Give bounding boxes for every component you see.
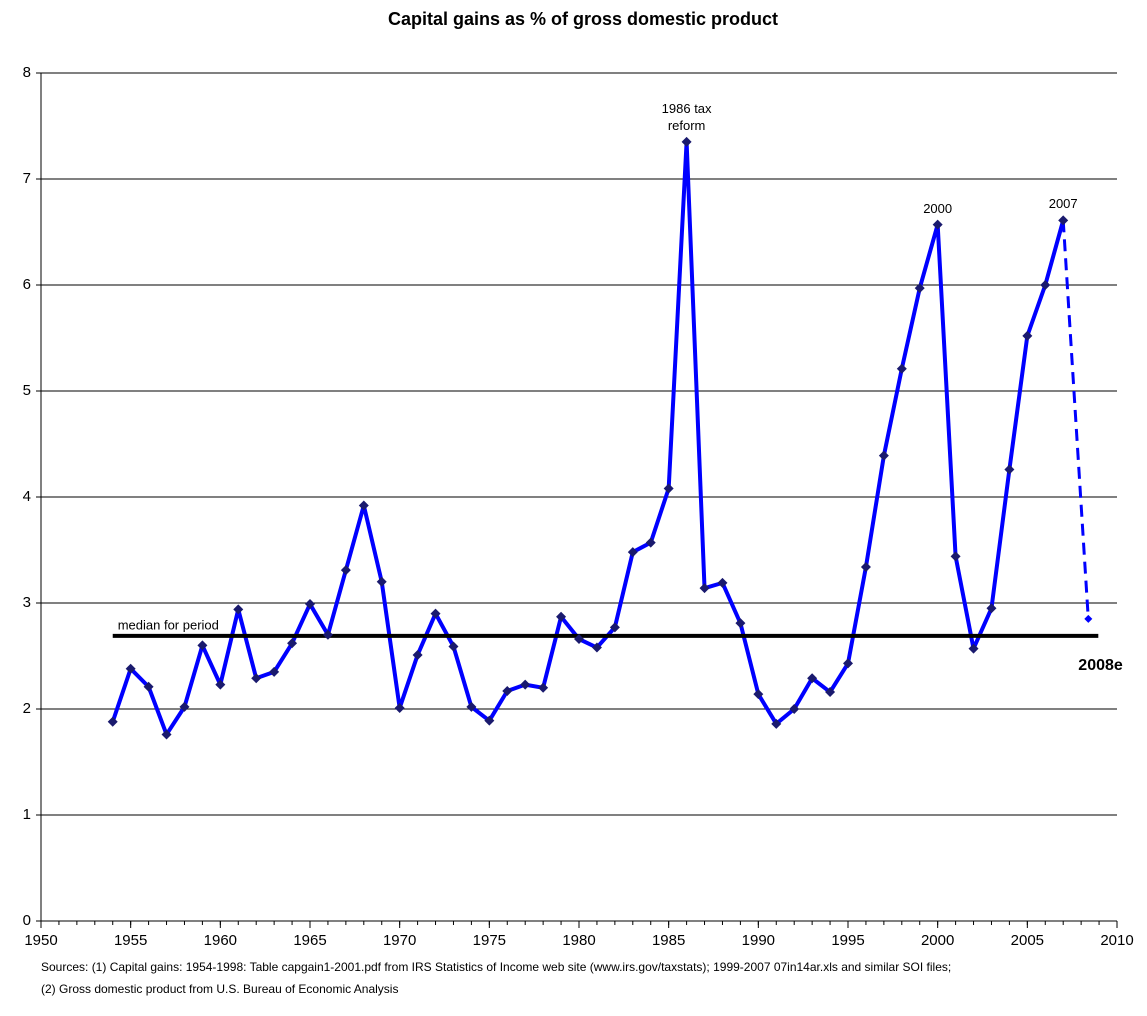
x-tick-label: 1955: [114, 932, 147, 949]
marker: [843, 658, 853, 669]
y-tick-label: 6: [23, 276, 31, 293]
marker: [520, 679, 531, 690]
median-label: median for period: [118, 617, 219, 632]
marker: [251, 673, 262, 684]
x-tick-label: 1965: [293, 932, 326, 949]
estimate-line: [1061, 220, 1090, 619]
marker: [591, 642, 602, 653]
marker: [340, 565, 351, 576]
y-tick-label: 8: [23, 64, 31, 81]
marker: [1004, 464, 1015, 475]
x-tick-label: 1960: [204, 932, 237, 949]
marker: [269, 666, 280, 677]
marker: [143, 681, 154, 692]
marker: [753, 689, 764, 700]
y-tick-label: 3: [23, 594, 31, 611]
annotation: 2000: [923, 200, 953, 216]
marker: [305, 599, 315, 610]
y-tick-label: 2: [23, 700, 31, 717]
marker: [699, 583, 710, 594]
marker: [358, 500, 369, 511]
marker: [125, 663, 136, 674]
annotation: 1986 tax reform: [661, 100, 712, 133]
marker: [986, 603, 997, 614]
x-tick-label: 1980: [562, 932, 595, 949]
marker: [627, 547, 638, 558]
marker: [556, 611, 567, 622]
marker: [878, 450, 889, 461]
marker: [538, 682, 549, 693]
marker: [466, 701, 477, 712]
marker: [1022, 330, 1033, 341]
marker: [502, 685, 513, 696]
marker: [1058, 215, 1069, 226]
marker: [430, 608, 441, 619]
marker: [215, 679, 226, 690]
marker: [663, 483, 674, 494]
x-tick-label: 1995: [831, 932, 864, 949]
x-tick-label: 2010: [1100, 932, 1133, 949]
marker: [735, 618, 746, 629]
marker: [932, 219, 943, 230]
x-tick-label: 1970: [383, 932, 416, 949]
marker: [717, 577, 728, 588]
marker: [394, 702, 405, 713]
x-tick-label: 1985: [652, 932, 685, 949]
marker: [789, 704, 800, 714]
x-tick-label: 1950: [24, 932, 57, 949]
y-tick-label: 4: [23, 488, 31, 505]
chart-title: Capital gains as % of gross domestic pro…: [388, 9, 778, 29]
marker: [322, 629, 333, 640]
x-tick-label: 2005: [1011, 932, 1044, 949]
line-series: [110, 139, 1066, 737]
marker: [807, 673, 818, 684]
source-note: (2) Gross domestic product from U.S. Bur…: [41, 982, 398, 996]
marker: [1040, 280, 1051, 290]
marker: [484, 715, 495, 726]
y-tick-label: 0: [23, 912, 31, 929]
source-note: Sources: (1) Capital gains: 1954-1998: T…: [41, 960, 951, 974]
estimate-marker: [1084, 614, 1093, 623]
marker: [950, 551, 961, 562]
annotation: 2007: [1048, 196, 1078, 212]
marker: [412, 649, 423, 660]
marker: [609, 622, 620, 633]
marker: [968, 643, 979, 654]
marker: [860, 561, 871, 572]
y-tick-label: 1: [23, 806, 31, 823]
marker: [771, 718, 782, 729]
x-tick-label: 2000: [921, 932, 954, 949]
marker: [645, 537, 656, 548]
estimate-label: 2008e: [1078, 657, 1123, 674]
marker: [376, 576, 387, 587]
marker: [448, 641, 459, 652]
marker: [287, 638, 298, 649]
marker: [825, 687, 836, 698]
marker: [574, 634, 584, 645]
marker: [914, 283, 925, 294]
marker: [179, 701, 190, 712]
marker: [233, 604, 244, 615]
marker: [161, 729, 172, 740]
x-tick-label: 1990: [742, 932, 775, 949]
marker: [681, 136, 692, 147]
y-tick-label: 7: [23, 170, 31, 187]
marker: [197, 640, 208, 651]
x-tick-label: 1975: [473, 932, 506, 949]
marker: [896, 363, 907, 374]
marker: [107, 716, 118, 727]
y-tick-label: 5: [23, 382, 31, 399]
